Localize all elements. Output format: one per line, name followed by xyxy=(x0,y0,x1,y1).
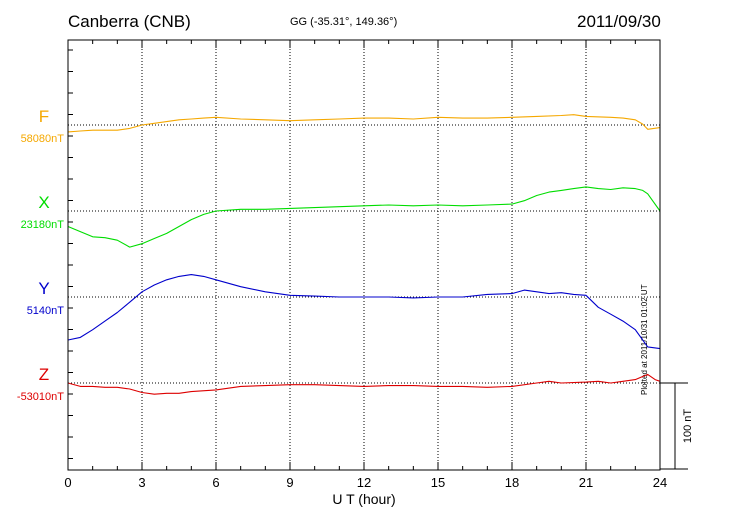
tick-layer xyxy=(67,40,661,470)
series-layer xyxy=(67,114,661,395)
baseline-value-y: 5140nT xyxy=(27,305,65,317)
plot-date: 2011/09/30 xyxy=(577,12,661,31)
x-tick-label: 12 xyxy=(357,475,371,490)
series-f-line xyxy=(67,114,661,133)
component-label-f: F xyxy=(39,107,49,126)
geographic-coordinates: GG (-35.31°, 149.36°) xyxy=(290,16,398,28)
plot-frame xyxy=(67,39,661,471)
x-tick-label: 15 xyxy=(431,475,445,490)
series-z-line xyxy=(67,373,661,395)
x-tick-label: 3 xyxy=(138,475,145,490)
series-x-line xyxy=(67,186,661,248)
component-label-z: Z xyxy=(39,365,49,384)
x-tick-label: 21 xyxy=(579,475,593,490)
station-title: Canberra (CNB) xyxy=(68,12,191,31)
baseline-value-f: 58080nT xyxy=(21,133,65,145)
scale-bar: 100 nT xyxy=(660,382,694,470)
component-label-y: Y xyxy=(38,279,49,298)
x-axis-title: U T (hour) xyxy=(332,491,395,507)
grid-layer xyxy=(141,40,587,470)
x-tick-label: 9 xyxy=(286,475,293,490)
baseline-value-x: 23180nT xyxy=(21,219,65,231)
x-tick-label: 18 xyxy=(505,475,519,490)
scale-bar-label: 100 nT xyxy=(682,409,694,444)
label-layer: 0 3 6 9 12 15 18 21 24 F 58080nT X 23180nT Y 5140nT Z -5… xyxy=(17,107,667,490)
x-tick-label: 6 xyxy=(212,475,219,490)
baseline-value-z: -53010nT xyxy=(17,391,64,403)
component-label-x: X xyxy=(38,193,49,212)
x-tick-label: 0 xyxy=(64,475,71,490)
series-y-line xyxy=(67,274,661,350)
x-tick-label: 24 xyxy=(653,475,667,490)
